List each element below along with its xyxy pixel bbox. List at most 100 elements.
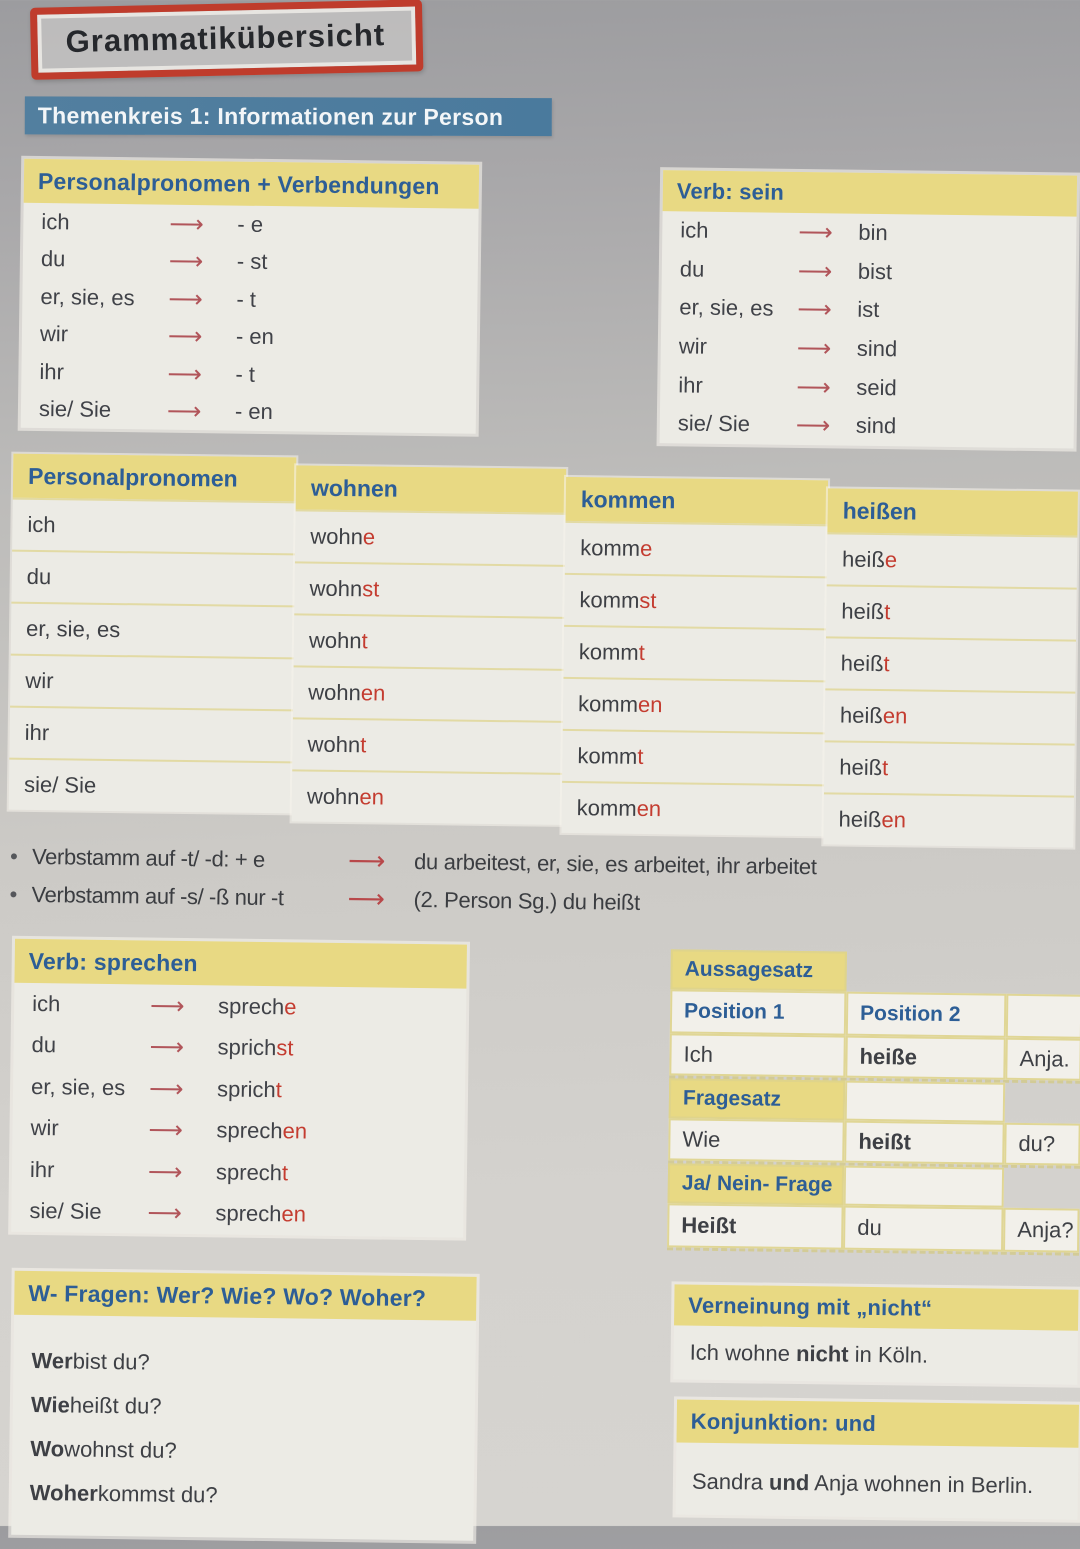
verb-part: - en: [234, 398, 274, 425]
verb-part: wohn: [307, 731, 361, 758]
conjugation-row: ihr ⟶ sprecht: [12, 1149, 465, 1196]
verb-form: sind: [856, 413, 897, 440]
arrow-right-icon: ⟶: [148, 1074, 184, 1103]
conjugation-cell: wohn en: [292, 665, 564, 721]
verb-part: t: [883, 651, 890, 677]
sprechen-table: Verb: sprechen ich ⟶ spreche du ⟶ sprichst er,…: [11, 938, 467, 1238]
verb-part: e: [362, 524, 376, 550]
conjugation-cell: komm st: [564, 572, 827, 629]
w-question-part: Woher: [29, 1479, 98, 1506]
verb-part: t: [281, 1160, 289, 1186]
position-header: Position 1: [669, 989, 847, 1036]
verb-part: sind: [855, 412, 897, 439]
verb-part: sprech: [216, 1117, 283, 1144]
sentence-section-header: Ja/ Nein- Frage: [667, 1163, 845, 1206]
sprechen-table-rows: ich ⟶ spreche du ⟶ sprichst er, sie, es ⟶ sprich…: [11, 983, 466, 1238]
verb-part: en: [636, 795, 662, 822]
conjugation-column: heißen heiß e heiß t heiß t heiß en heiß t heiß en: [823, 488, 1078, 848]
sentence-word: Wie: [682, 1126, 721, 1152]
arrow-right-icon: ⟶: [149, 991, 185, 1020]
conjugation-cell: komm en: [562, 676, 826, 733]
verb-part: heiß: [840, 650, 884, 677]
arrow-right-icon: ⟶: [167, 321, 203, 351]
arrow-right-icon: ⟶: [169, 209, 204, 238]
verb-part: heiß: [841, 598, 885, 625]
verb-part: t: [884, 599, 891, 625]
empty-area: [846, 952, 1007, 994]
verb-part: - t: [236, 286, 257, 312]
verb-form: spreche: [218, 993, 297, 1020]
sentence-row: Fragesatz: [668, 1078, 1080, 1123]
sentence-word: du: [857, 1214, 882, 1241]
verb-form: - e: [237, 211, 263, 237]
verb-part: wohn: [309, 575, 363, 602]
verneinung-part: in Köln.: [848, 1341, 929, 1368]
conjugation-cell: heiß t: [826, 584, 1077, 640]
endings-table-rows: ich ⟶ - e du ⟶ - st er, sie, es ⟶ - t wir ⟶ - en ihr…: [21, 203, 479, 434]
sentence-row: Ja/ Nein- Frage: [667, 1163, 1080, 1208]
conjugation-cell: wohn e: [294, 509, 566, 565]
conjugation-row: ich ⟶ - e: [23, 203, 478, 246]
conjugation-cell: heiß t: [824, 740, 1075, 796]
conjugation-row: du ⟶ bist: [662, 250, 1076, 294]
verb-part: t: [361, 628, 368, 654]
verb-part: ist: [857, 297, 880, 323]
arrow-right-icon: ⟶: [795, 411, 831, 440]
verb-part: komm: [580, 535, 641, 561]
endings-table: Personalpronomen + Verbendungen ich ⟶ - e d…: [20, 158, 480, 434]
verb-part: t: [638, 639, 645, 665]
verb-part: st: [276, 1035, 294, 1061]
pronoun-label: er, sie, es: [679, 294, 774, 322]
verb-part: - t: [235, 361, 256, 387]
w-question-part: Wer: [31, 1347, 73, 1374]
verb-part: en: [281, 1201, 307, 1227]
sentence-cell: du?: [1004, 1122, 1080, 1166]
conjugation-cell: komm e: [564, 520, 828, 577]
verb-part: en: [282, 1118, 308, 1144]
verb-part: en: [637, 691, 663, 718]
conjugation-cell: sie/ Sie: [8, 757, 293, 814]
pronoun-label: ich: [32, 990, 61, 1017]
verb-part: er, sie, es: [25, 615, 121, 643]
verb-part: sie/ Sie: [23, 771, 97, 798]
verb-form: - t: [235, 361, 255, 387]
verneinung-title: Verneinung mit „nicht“: [674, 1284, 1079, 1331]
note-rule: Verbstamm auf -t/ -d: + e: [31, 843, 265, 873]
conjugation-column-header: kommen: [565, 476, 829, 525]
conjugation-column-header: wohnen: [295, 465, 567, 513]
conjugation-cell: wohn st: [294, 561, 565, 617]
endings-table-title: Personalpronomen + Verbendungen: [23, 158, 480, 209]
pronoun-label: ihr: [39, 358, 65, 385]
verb-part: komm: [578, 639, 639, 665]
empty-cell: [1005, 993, 1080, 1039]
conjugation-cell: heiß t: [825, 636, 1077, 692]
verb-part: heiß: [838, 806, 882, 833]
sentence-row: Aussagesatz: [670, 949, 1080, 994]
conjugation-row: du ⟶ - st: [23, 240, 478, 283]
arrow-right-icon: ⟶: [796, 372, 831, 402]
pronoun-label: du: [31, 1032, 57, 1058]
conjugation-column-header: Personalpronomen: [12, 453, 297, 502]
conjugation-cell: du: [11, 549, 296, 606]
conjugation-table: Personalpronomen ich du er, sie, es wir ihr si…: [8, 453, 1078, 868]
w-fragen-box: W- Fragen: Wer? Wie? Wo? Woher? Wer bist…: [11, 1270, 477, 1541]
conjugation-column: kommen komm e komm st komm t komm en komm t komm en: [561, 476, 829, 837]
konjunktion-title: Konjunktion: und: [676, 1399, 1080, 1448]
w-fragen-lines: Wer bist du? Wie heißt du? Wo wohnst du? Wo…: [11, 1315, 476, 1521]
verb-part: komm: [577, 691, 639, 717]
verb-part: sprich: [217, 1034, 277, 1061]
sentence-cell: Heißt: [667, 1203, 844, 1250]
verb-part: wir: [25, 667, 54, 694]
verb-part: seid: [856, 374, 897, 400]
w-question-part: heißt du?: [69, 1392, 162, 1419]
conjugation-cell: ihr: [9, 705, 294, 762]
verb-form: sind: [857, 336, 898, 363]
verneinung-example: Ich wohne nicht in Köln.: [673, 1325, 1078, 1384]
conjugation-row: du ⟶ sprichst: [13, 1024, 466, 1071]
verb-form: bist: [858, 259, 893, 285]
verneinung-box: Verneinung mit „nicht“ Ich wohne nicht i…: [673, 1284, 1079, 1385]
verb-part: t: [881, 755, 889, 781]
sentence-cell: heißt: [844, 1120, 1005, 1165]
conjugation-cell: komm t: [562, 728, 825, 785]
verb-part: st: [362, 576, 380, 602]
